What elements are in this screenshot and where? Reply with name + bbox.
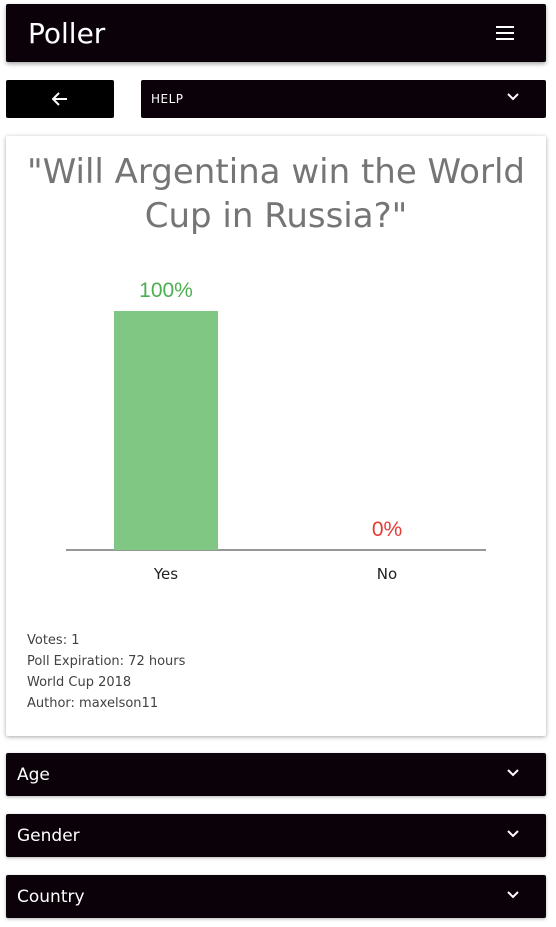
poll-question: "Will Argentina win the World Cup in Rus… <box>27 152 525 236</box>
poll-card: "Will Argentina win the World Cup in Rus… <box>6 136 546 736</box>
app-bar: Poller <box>6 4 546 62</box>
bar-yes <box>114 311 218 550</box>
country-filter-label: Country <box>17 886 85 907</box>
app-title: Poller <box>28 16 106 50</box>
hamburger-menu-icon[interactable] <box>496 26 514 40</box>
age-filter-label: Age <box>17 764 50 785</box>
chevron-down-icon <box>507 829 519 837</box>
poll-results-chart: 100% Yes 0% No <box>66 279 486 583</box>
gender-filter-dropdown[interactable]: Gender <box>6 814 546 857</box>
chevron-down-icon <box>507 93 519 101</box>
value-label-no: 0% <box>372 518 402 541</box>
age-filter-dropdown[interactable]: Age <box>6 753 546 796</box>
poll-expiration: Poll Expiration: 72 hours <box>27 654 186 669</box>
value-label-yes: 100% <box>139 279 193 302</box>
votes-count: Votes: 1 <box>27 633 80 648</box>
category-label-yes: Yes <box>153 565 178 583</box>
help-label: HELP <box>151 92 184 106</box>
poll-author: Author: maxelson11 <box>27 696 159 711</box>
country-filter-dropdown[interactable]: Country <box>6 875 546 918</box>
poll-meta: Votes: 1 Poll Expiration: 72 hours World… <box>27 630 185 714</box>
chevron-down-icon <box>507 890 519 898</box>
back-button[interactable] <box>6 80 114 118</box>
category-label-no: No <box>377 565 397 583</box>
help-dropdown[interactable]: HELP <box>141 80 546 118</box>
arrow-left-icon <box>52 92 67 106</box>
gender-filter-label: Gender <box>17 825 80 846</box>
chevron-down-icon <box>507 768 519 776</box>
poll-category: World Cup 2018 <box>27 675 132 690</box>
